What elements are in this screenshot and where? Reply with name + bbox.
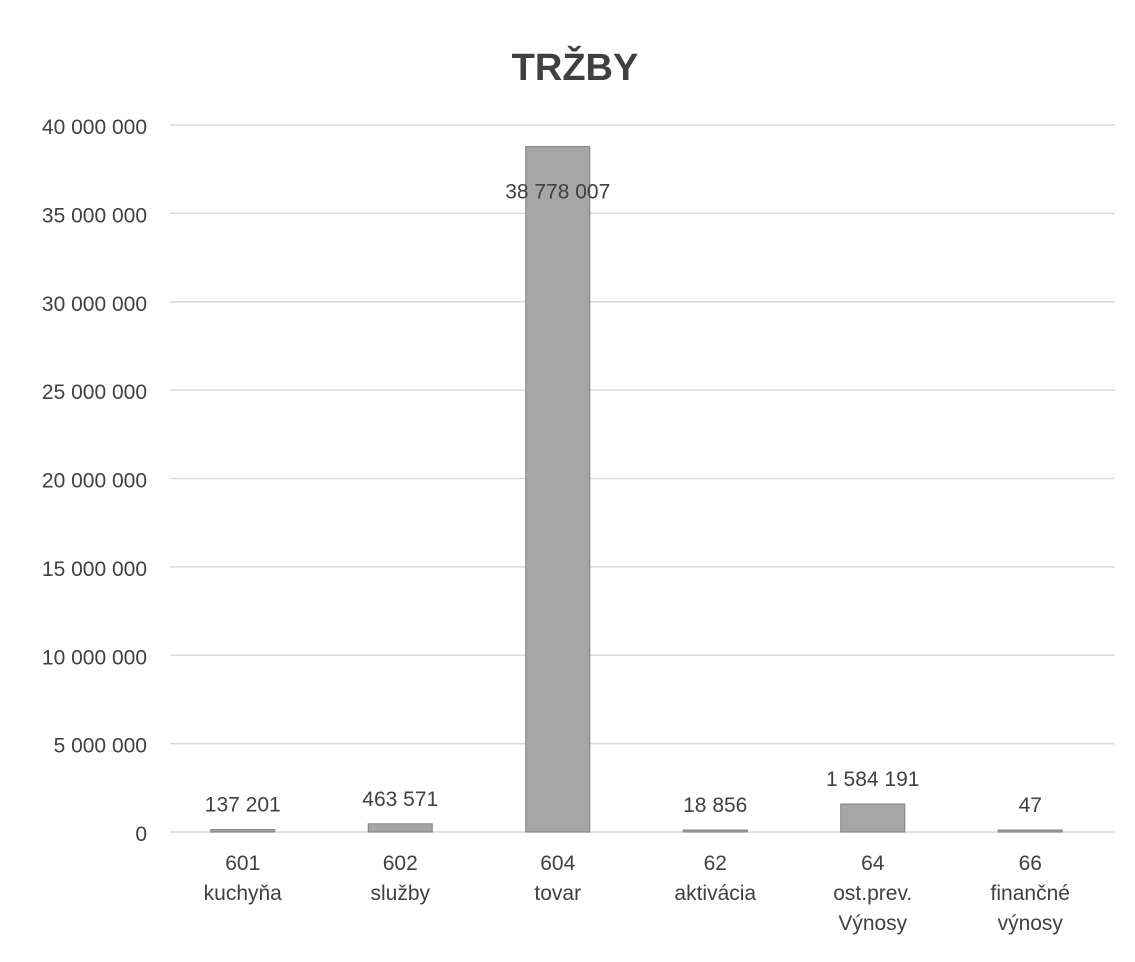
x-tick-label: finančné xyxy=(991,882,1070,905)
bar xyxy=(525,146,591,833)
x-tick-label: Výnosy xyxy=(838,912,907,935)
x-tick-label: aktivácia xyxy=(674,882,756,905)
data-label: 47 xyxy=(1019,794,1042,817)
data-labels: 137 201 463 571 38 778 007 18 856 1 584 191 4… xyxy=(205,181,1042,817)
y-tick-label: 35 000 000 xyxy=(42,204,147,227)
bars xyxy=(210,146,1063,833)
x-tick-label: 66 xyxy=(1019,852,1042,875)
y-axis-tick-labels: 0 5 000 000 10 000 000 15 000 000 20 000 000… xyxy=(42,116,147,846)
x-tick-label: 601 xyxy=(225,852,260,875)
bar xyxy=(997,829,1063,833)
data-label: 463 571 xyxy=(362,788,438,811)
x-tick-label: 64 xyxy=(861,852,885,875)
data-label: 1 584 191 xyxy=(826,768,919,791)
x-tick-label: tovar xyxy=(534,882,581,905)
bar xyxy=(840,803,906,833)
y-tick-label: 15 000 000 xyxy=(42,558,147,581)
x-axis-tick-labels: 601 kuchyňa 602 služby 604 tovar 62 aktivácia 64… xyxy=(204,852,1070,935)
chart-title: TRŽBY xyxy=(512,45,639,89)
bar xyxy=(682,829,748,833)
data-label: 137 201 xyxy=(205,794,281,817)
x-tick-label: služby xyxy=(370,882,430,905)
gridlines xyxy=(170,124,1115,833)
y-tick-label: 10 000 000 xyxy=(42,646,147,669)
x-tick-label: výnosy xyxy=(998,912,1064,935)
y-tick-label: 5 000 000 xyxy=(54,735,147,758)
bar xyxy=(210,829,276,833)
x-tick-label: 602 xyxy=(383,852,418,875)
bar xyxy=(367,823,433,833)
y-tick-label: 25 000 000 xyxy=(42,381,147,404)
data-label: 38 778 007 xyxy=(505,181,610,204)
y-tick-label: 30 000 000 xyxy=(42,293,147,316)
x-tick-label: 62 xyxy=(704,852,727,875)
x-tick-label: kuchyňa xyxy=(204,882,283,905)
y-tick-label: 20 000 000 xyxy=(42,470,147,493)
x-tick-label: 604 xyxy=(540,852,575,875)
y-tick-label: 0 xyxy=(135,823,147,846)
data-label: 18 856 xyxy=(683,794,747,817)
x-tick-label: ost.prev. xyxy=(833,882,912,905)
y-tick-label: 40 000 000 xyxy=(42,116,147,139)
